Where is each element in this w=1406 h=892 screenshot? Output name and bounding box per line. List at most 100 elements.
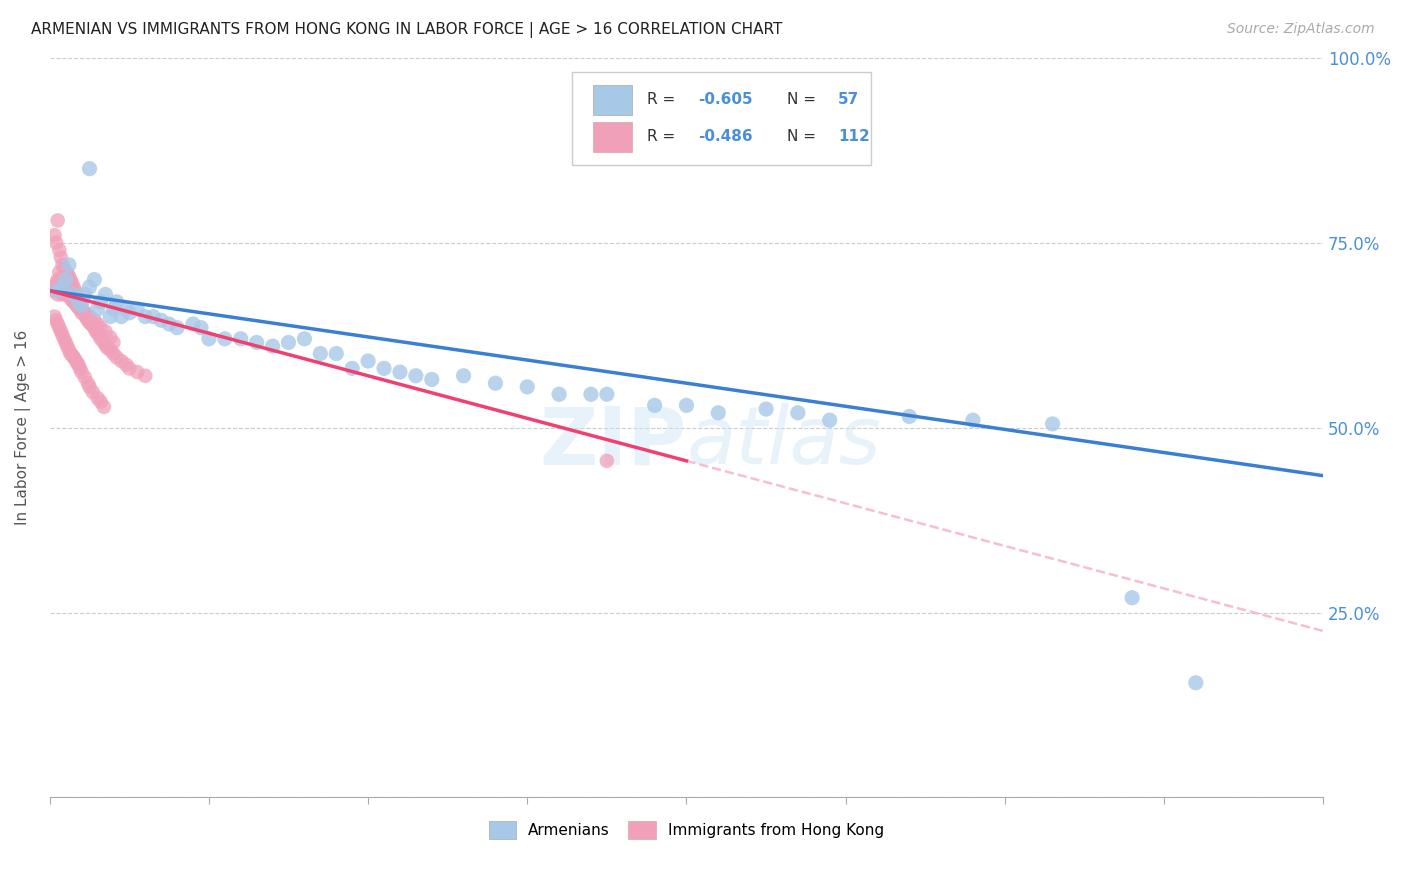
Point bbox=[80, 317, 103, 331]
Point bbox=[48, 265, 70, 279]
Point bbox=[60, 277, 83, 291]
Point bbox=[55, 280, 77, 294]
Point bbox=[190, 320, 212, 334]
Point bbox=[60, 289, 83, 303]
Point bbox=[70, 302, 93, 317]
Point bbox=[118, 361, 141, 376]
Point bbox=[707, 406, 730, 420]
Point bbox=[134, 368, 156, 383]
Text: -0.605: -0.605 bbox=[697, 93, 752, 107]
Y-axis label: In Labor Force | Age > 16: In Labor Force | Age > 16 bbox=[15, 330, 31, 525]
Point bbox=[103, 302, 125, 317]
Point bbox=[83, 313, 105, 327]
Point bbox=[58, 343, 80, 357]
Point bbox=[962, 413, 984, 427]
Point bbox=[46, 317, 69, 331]
Point bbox=[55, 272, 77, 286]
Point bbox=[51, 328, 73, 343]
Point bbox=[453, 368, 475, 383]
Point bbox=[75, 311, 97, 326]
Point bbox=[103, 346, 125, 360]
Point bbox=[181, 317, 204, 331]
Point bbox=[62, 351, 84, 365]
Text: N =: N = bbox=[787, 129, 821, 145]
Point bbox=[51, 277, 73, 291]
Point bbox=[79, 280, 101, 294]
Point bbox=[79, 380, 101, 394]
Text: atlas: atlas bbox=[686, 403, 882, 482]
Point bbox=[72, 303, 94, 318]
Point bbox=[59, 346, 82, 360]
Point bbox=[67, 296, 90, 310]
Point bbox=[49, 251, 72, 265]
Point bbox=[110, 354, 132, 368]
Point bbox=[103, 335, 125, 350]
Point bbox=[214, 332, 236, 346]
Point bbox=[55, 335, 77, 350]
Point bbox=[69, 302, 91, 317]
Point bbox=[79, 310, 101, 324]
Point bbox=[53, 332, 76, 346]
Point bbox=[56, 267, 79, 281]
Point bbox=[134, 310, 156, 324]
Point bbox=[84, 325, 107, 339]
Point bbox=[59, 291, 82, 305]
Point bbox=[357, 354, 380, 368]
Point bbox=[1042, 417, 1064, 431]
Point bbox=[63, 293, 86, 308]
Point bbox=[898, 409, 921, 424]
Point bbox=[63, 284, 86, 298]
Point bbox=[66, 294, 89, 309]
Point bbox=[115, 358, 138, 372]
Point bbox=[67, 301, 90, 315]
Point bbox=[309, 346, 332, 360]
Point bbox=[77, 313, 100, 327]
Point bbox=[58, 287, 80, 301]
Point bbox=[755, 402, 778, 417]
Point bbox=[63, 352, 86, 367]
Point bbox=[198, 332, 221, 346]
Point bbox=[87, 328, 110, 343]
Point bbox=[62, 294, 84, 309]
Point bbox=[73, 287, 96, 301]
Point bbox=[548, 387, 571, 401]
Point bbox=[44, 310, 66, 324]
Point bbox=[53, 261, 76, 276]
Text: -0.486: -0.486 bbox=[697, 129, 752, 145]
Point bbox=[53, 284, 76, 298]
Point bbox=[46, 272, 69, 286]
Point bbox=[46, 213, 69, 227]
Point bbox=[127, 365, 149, 379]
Point bbox=[94, 325, 117, 339]
Point bbox=[69, 298, 91, 312]
Point bbox=[229, 332, 252, 346]
Text: 112: 112 bbox=[838, 129, 870, 145]
Point bbox=[62, 291, 84, 305]
Point bbox=[79, 316, 101, 330]
Point bbox=[94, 337, 117, 351]
Point bbox=[60, 348, 83, 362]
Point bbox=[110, 310, 132, 324]
Point bbox=[45, 235, 67, 250]
Point bbox=[86, 302, 108, 317]
Point bbox=[516, 380, 538, 394]
Point bbox=[42, 284, 65, 298]
Point bbox=[79, 161, 101, 176]
Point bbox=[93, 335, 115, 350]
Point bbox=[48, 243, 70, 257]
Legend: Armenians, Immigrants from Hong Kong: Armenians, Immigrants from Hong Kong bbox=[482, 814, 890, 846]
Point bbox=[105, 351, 128, 365]
Point bbox=[58, 284, 80, 298]
Point bbox=[596, 454, 619, 468]
Point bbox=[56, 339, 79, 353]
Point bbox=[579, 387, 602, 401]
Point bbox=[70, 302, 93, 317]
Point bbox=[59, 272, 82, 286]
Point bbox=[373, 361, 395, 376]
Point bbox=[786, 406, 808, 420]
Point bbox=[66, 298, 89, 312]
Point bbox=[142, 310, 165, 324]
Point bbox=[73, 306, 96, 320]
Point bbox=[51, 280, 73, 294]
Point bbox=[45, 277, 67, 291]
